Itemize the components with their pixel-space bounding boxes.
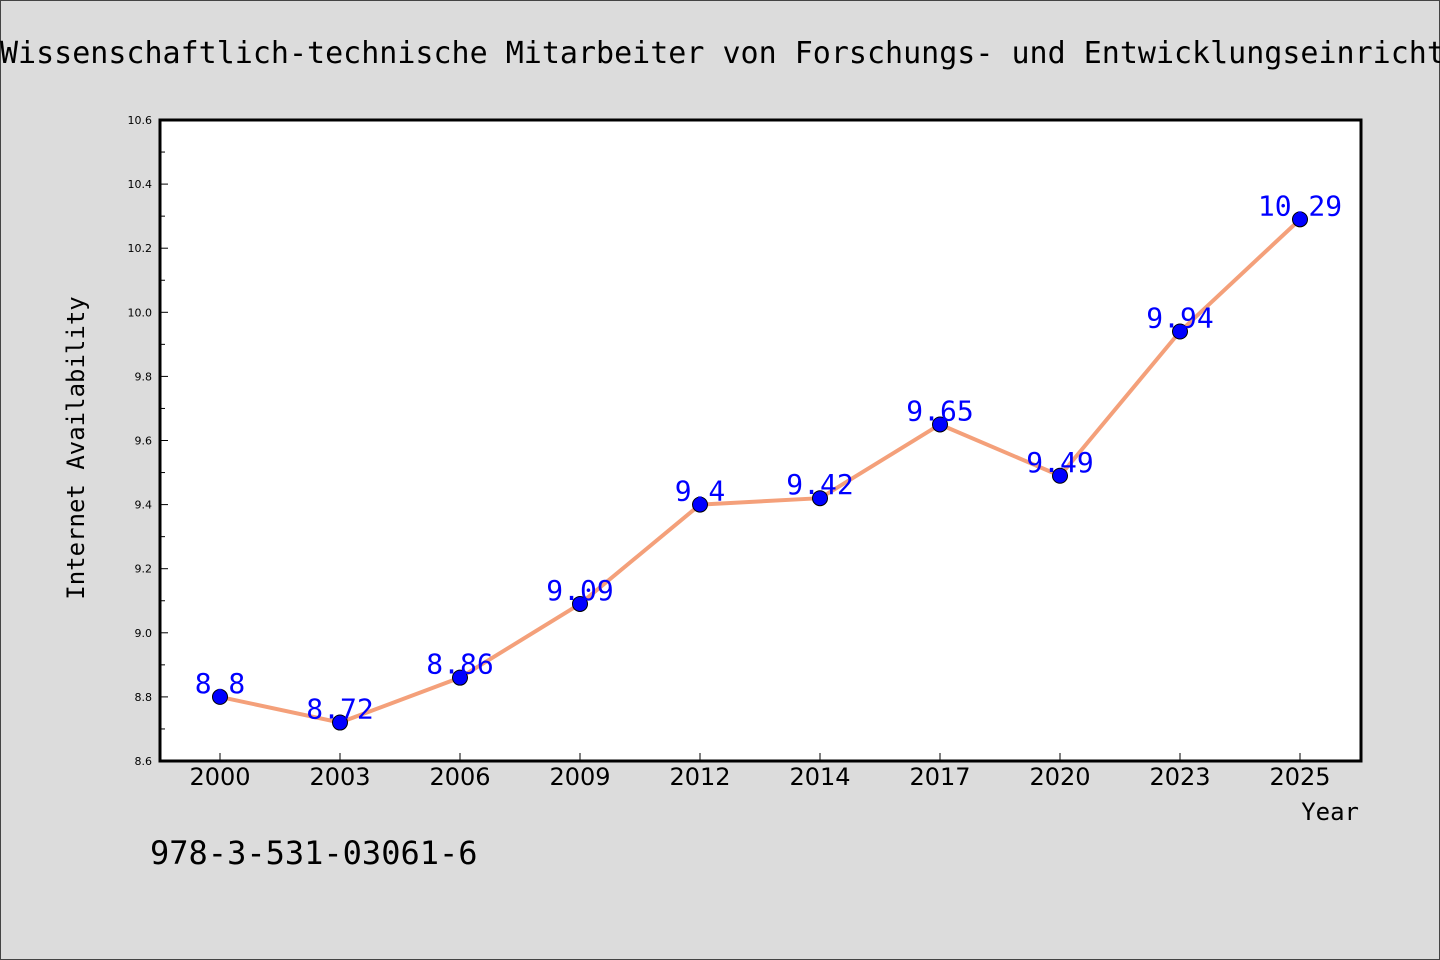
x-tick-label: 2020: [1029, 763, 1090, 791]
y-tick-label: 9.8: [135, 370, 153, 383]
x-tick-label: 2017: [909, 763, 970, 791]
plot-border: [158, 118, 1363, 763]
y-tick-label: 10.0: [128, 306, 153, 319]
x-tick-label: 2012: [669, 763, 730, 791]
data-label: 8.72: [306, 693, 373, 726]
data-point: [572, 595, 588, 612]
y-tick-label: 10.6: [128, 114, 153, 127]
data-label: 9.94: [1146, 302, 1213, 335]
data-label: 9.09: [546, 574, 613, 607]
data-point: [1052, 467, 1068, 484]
series-group: 8.8 8.72 8.86 9.09 9.4 9.42 9.65 9.49 9.94 10.29: [195, 189, 1342, 731]
data-label: 9.65: [906, 394, 973, 427]
x-tick-label: 2014: [789, 763, 850, 791]
data-label: 9.4: [675, 475, 726, 508]
data-label: 8.86: [426, 648, 493, 681]
data-point: [452, 669, 468, 686]
x-tick-label: 2003: [309, 763, 370, 791]
x-axis: 2000 2003 2006 2009 2012 2014 2017 2020 2023 2025: [189, 753, 1331, 791]
y-tick-label: 8.8: [135, 691, 153, 704]
data-label: 8.8: [195, 667, 246, 700]
x-tick-label: 2006: [429, 763, 490, 791]
y-tick-label: 9.2: [135, 563, 153, 576]
y-tick-label: 8.6: [135, 755, 153, 768]
chart-title: Wissenschaftlich-technische Mitarbeiter …: [0, 36, 1440, 71]
data-point: [932, 416, 948, 433]
x-tick-label: 2009: [549, 763, 610, 791]
isbn-footer: 978-3-531-03061-6: [150, 834, 478, 872]
x-tick-label: 2023: [1149, 763, 1210, 791]
x-axis-label: Year: [1301, 798, 1359, 826]
data-point: [1292, 211, 1308, 228]
y-tick-label: 10.2: [128, 242, 153, 255]
y-tick-label: 9.4: [135, 499, 153, 512]
data-label: 9.42: [786, 468, 853, 501]
data-point: [692, 496, 708, 513]
y-axis-label: Internet Availability: [62, 296, 90, 599]
data-label: 9.49: [1026, 446, 1093, 479]
plot-area: [160, 120, 1361, 761]
data-point: [332, 714, 348, 731]
series-line: [219, 217, 1302, 725]
data-point: [212, 688, 228, 705]
data-point: [812, 490, 828, 507]
data-point: [1172, 323, 1188, 340]
x-tick-label: 2025: [1269, 763, 1330, 791]
x-tick-label: 2000: [189, 763, 250, 791]
data-label: 10.29: [1258, 189, 1342, 222]
y-tick-label: 9.6: [135, 435, 153, 448]
y-tick-label: 9.0: [135, 627, 153, 640]
y-tick-label: 10.4: [128, 178, 153, 191]
